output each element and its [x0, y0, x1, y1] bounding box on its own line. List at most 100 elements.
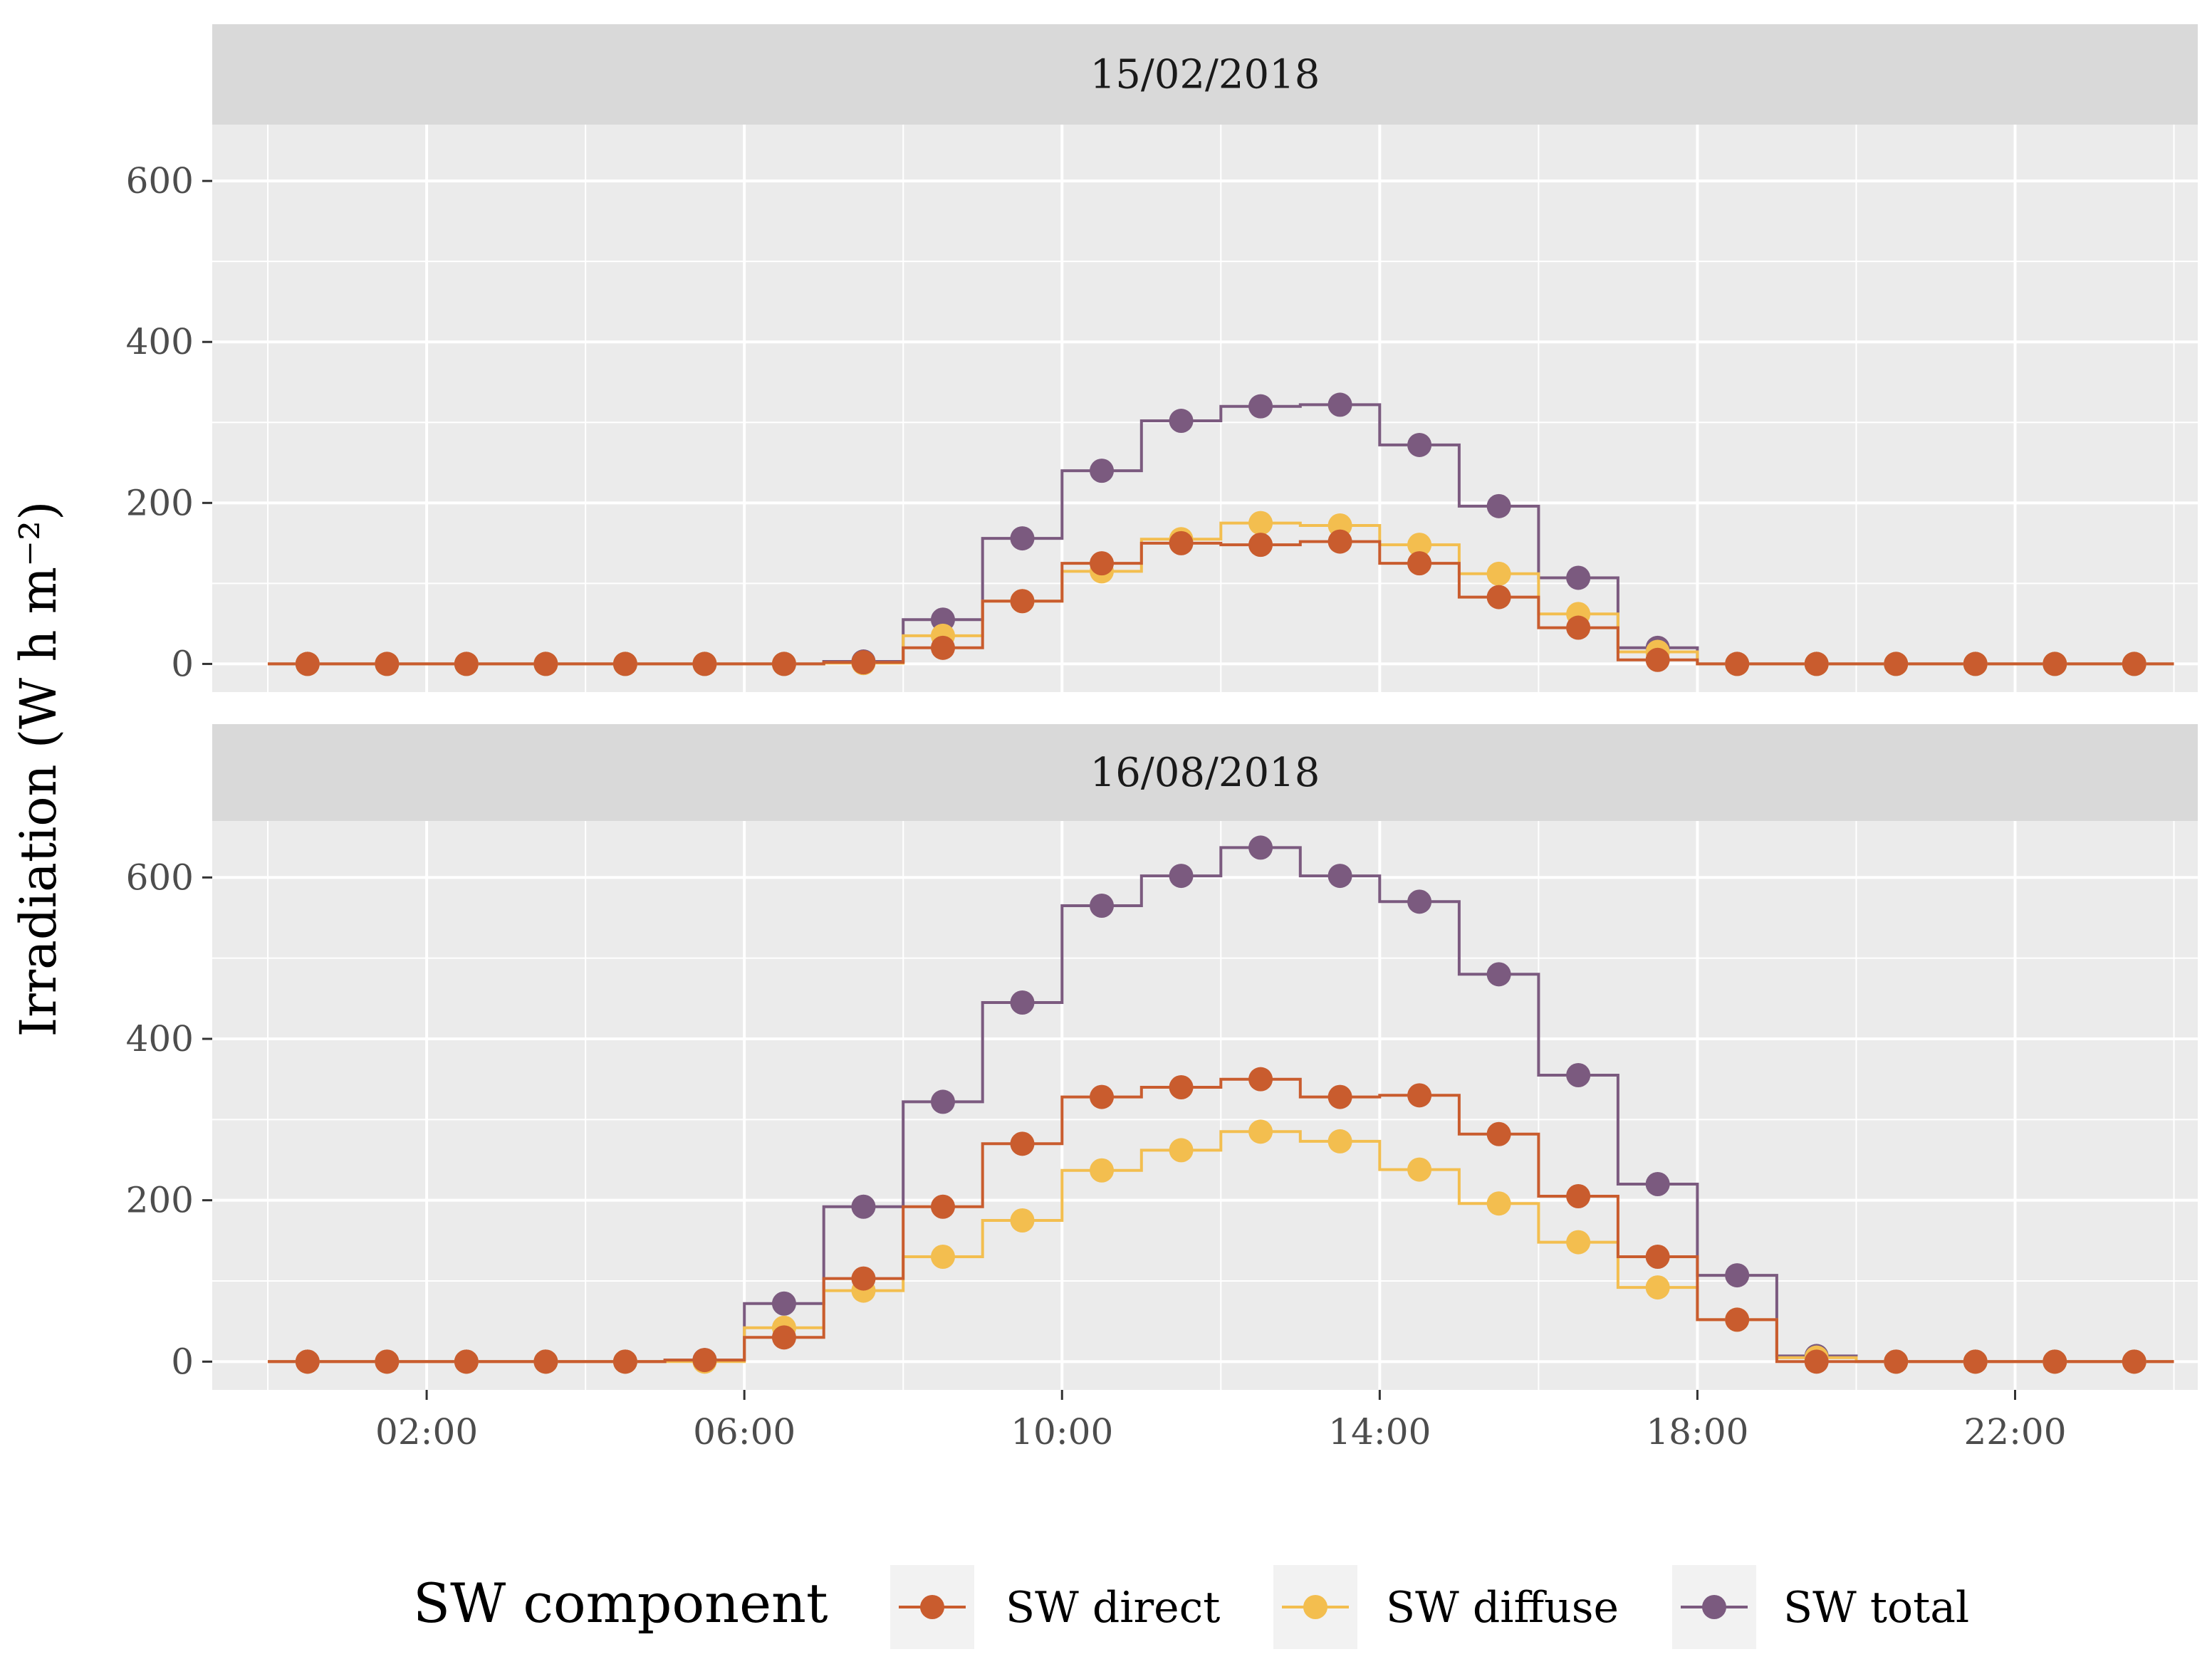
legend-key — [890, 1565, 974, 1649]
data-point-sw-direct — [930, 1194, 955, 1219]
legend-key — [1672, 1565, 1756, 1649]
x-tick-label: 14:00 — [1328, 1411, 1431, 1453]
data-point-sw-direct — [295, 652, 320, 676]
data-point-sw-direct — [692, 1348, 717, 1373]
data-point-sw-diffuse — [1010, 1208, 1035, 1233]
data-point-sw-direct — [454, 652, 479, 676]
x-tick-label: 10:00 — [1011, 1411, 1113, 1453]
legend-key-point — [920, 1595, 944, 1619]
data-point-sw-direct — [1725, 1307, 1750, 1332]
data-point-sw-direct — [1327, 1084, 1352, 1109]
data-point-sw-total — [1486, 493, 1511, 518]
data-point-sw-total — [1407, 432, 1432, 457]
data-point-sw-direct — [1486, 1121, 1511, 1146]
data-point-sw-direct — [375, 652, 400, 676]
data-point-sw-direct — [771, 1325, 796, 1350]
y-tick-label: 200 — [126, 1180, 194, 1221]
legend-key — [1273, 1565, 1357, 1649]
data-point-sw-diffuse — [1248, 511, 1273, 535]
y-tick-label: 600 — [126, 857, 194, 898]
legend-title: SW component — [413, 1571, 828, 1635]
x-tick-label: 18:00 — [1646, 1411, 1748, 1453]
facet-panel: 16/08/2018 0 200 400 600 — [126, 724, 2198, 1390]
data-point-sw-direct — [1645, 1245, 1670, 1269]
data-point-sw-direct — [1963, 1349, 1988, 1374]
facet-strip — [212, 724, 2198, 821]
data-point-sw-diffuse — [1090, 1158, 1115, 1183]
data-point-sw-total — [1248, 835, 1273, 860]
data-point-sw-diffuse — [1566, 1230, 1591, 1255]
data-point-sw-direct — [375, 1349, 400, 1374]
data-point-sw-direct — [533, 652, 558, 676]
facet-strip-label: 15/02/2018 — [1090, 52, 1320, 98]
facet-strip-label: 16/08/2018 — [1090, 750, 1320, 796]
data-point-sw-direct — [1248, 1067, 1273, 1092]
data-point-sw-diffuse — [1248, 1119, 1273, 1144]
data-point-sw-direct — [1645, 647, 1670, 672]
x-tick-label: 02:00 — [375, 1411, 478, 1453]
legend-label: SW total — [1783, 1583, 1969, 1633]
data-point-sw-diffuse — [1407, 1157, 1432, 1182]
data-point-sw-total — [1566, 565, 1591, 590]
data-point-sw-direct — [771, 652, 796, 676]
series-step-line-sw-direct — [268, 540, 2174, 666]
data-point-sw-direct — [1090, 551, 1115, 576]
data-point-sw-total — [1486, 962, 1511, 987]
data-point-sw-direct — [1327, 529, 1352, 554]
y-tick-label: 600 — [126, 160, 194, 202]
data-point-sw-total — [1090, 459, 1115, 483]
x-tick-label: 06:00 — [693, 1411, 795, 1453]
y-tick-label: 0 — [171, 1341, 194, 1382]
legend-key-point — [1702, 1595, 1726, 1619]
data-point-sw-diffuse — [1645, 1275, 1670, 1300]
data-point-sw-direct — [612, 652, 637, 676]
data-point-sw-total — [1169, 409, 1194, 434]
data-point-sw-direct — [1090, 1084, 1115, 1109]
data-point-sw-diffuse — [1169, 1138, 1194, 1163]
data-point-sw-direct — [612, 1349, 637, 1374]
data-point-sw-total — [771, 1291, 796, 1316]
data-point-sw-direct — [1566, 1184, 1591, 1208]
data-point-sw-total — [1010, 990, 1035, 1015]
data-point-sw-total — [1566, 1063, 1591, 1087]
data-point-sw-total — [1725, 1263, 1750, 1288]
data-point-sw-direct — [1725, 652, 1750, 676]
data-point-sw-direct — [1884, 652, 1909, 676]
data-point-sw-diffuse — [1327, 1129, 1352, 1153]
data-point-sw-direct — [851, 650, 876, 675]
data-point-sw-direct — [1248, 533, 1273, 558]
data-point-sw-direct — [2043, 652, 2067, 676]
data-point-sw-diffuse — [1407, 533, 1432, 558]
data-point-sw-direct — [1169, 530, 1194, 555]
legend: SW component SW direct SW diffuse SW total — [413, 1565, 1969, 1649]
legend-label: SW diffuse — [1386, 1583, 1619, 1633]
data-point-sw-direct — [1804, 1349, 1829, 1374]
data-point-sw-direct — [1010, 1131, 1035, 1156]
data-point-sw-direct — [2043, 1349, 2067, 1374]
y-tick-label: 400 — [126, 321, 194, 362]
y-tick-label: 0 — [171, 643, 194, 684]
data-point-sw-total — [851, 1194, 876, 1219]
data-point-sw-direct — [454, 1349, 479, 1374]
data-point-sw-direct — [1010, 589, 1035, 614]
legend-label: SW direct — [1006, 1583, 1220, 1633]
data-point-sw-direct — [692, 652, 717, 676]
data-point-sw-total — [930, 1089, 955, 1114]
data-point-sw-direct — [1407, 551, 1432, 576]
data-point-sw-direct — [1884, 1349, 1909, 1374]
data-point-sw-total — [1327, 392, 1352, 417]
y-tick-label: 400 — [126, 1018, 194, 1060]
data-point-sw-direct — [2122, 1349, 2146, 1374]
facet-panel: 15/02/2018 0 200 400 600 — [126, 24, 2198, 692]
data-point-sw-direct — [1566, 615, 1591, 640]
data-point-sw-direct — [1963, 652, 1988, 676]
data-point-sw-total — [1010, 526, 1035, 551]
data-point-sw-total — [1090, 894, 1115, 918]
facet-panels: 15/02/2018 0 200 400 600 16/08/2018 0 200 400 600 — [126, 24, 2198, 1390]
data-point-sw-diffuse — [1486, 561, 1511, 586]
plot-panel — [212, 821, 2198, 1390]
data-point-sw-direct — [1804, 652, 1829, 676]
data-point-sw-direct — [295, 1349, 320, 1374]
data-point-sw-diffuse — [1486, 1191, 1511, 1216]
